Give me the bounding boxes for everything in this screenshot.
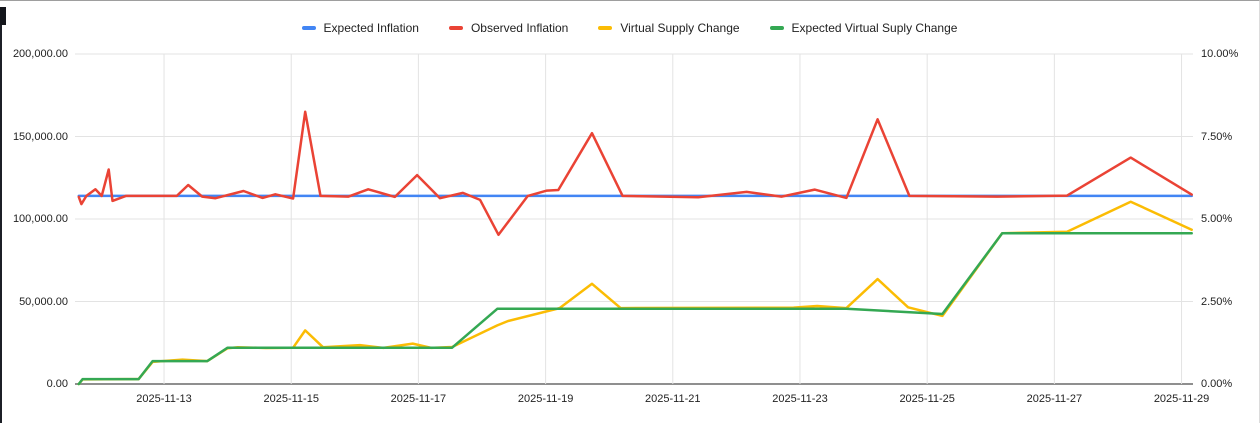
y-axis-right-tick-label: 5.00% xyxy=(1201,213,1233,225)
x-axis-tick-label: 2025-11-13 xyxy=(136,393,192,405)
legend-item-label: Expected Inflation xyxy=(323,21,419,35)
legend-item-label: Observed Inflation xyxy=(470,21,569,35)
legend-item-virtual-supply-change[interactable]: Virtual Supply Change xyxy=(598,21,740,35)
legend-item-label: Virtual Supply Change xyxy=(620,21,740,35)
y-axis-left-tick-label: 100,000.00 xyxy=(12,213,68,225)
y-axis-right-tick-label: 7.50% xyxy=(1201,130,1233,143)
series-line-expected-virtual-suply-change[interactable] xyxy=(77,231,1193,386)
x-axis-tick-label: 2025-11-29 xyxy=(1153,393,1210,405)
legend-item-observed-inflation[interactable]: Observed Inflation xyxy=(448,21,569,35)
x-axis-tick-label: 2025-11-15 xyxy=(263,393,319,405)
legend-item-expected-inflation[interactable]: Expected Inflation xyxy=(301,21,419,35)
legend-swatch-icon xyxy=(769,26,784,30)
y-axis-right-tick-label: 0.00% xyxy=(1201,378,1233,390)
legend: Expected Inflation Observed Inflation Virt… xyxy=(0,21,1259,35)
y-axis-left-tick-label: 200,000.00 xyxy=(12,48,68,60)
x-axis-tick-label: 2025-11-25 xyxy=(899,393,955,405)
x-axis-tick-label: 2025-11-23 xyxy=(772,393,828,405)
y-axis-left-tick-label: 0.00 xyxy=(46,378,68,390)
series-line-virtual-supply-change[interactable] xyxy=(77,200,1193,386)
legend-swatch-icon xyxy=(598,26,613,30)
x-axis-tick-label: 2025-11-21 xyxy=(645,393,701,405)
x-axis-tick-label: 2025-11-17 xyxy=(390,393,447,405)
x-axis-tick-label: 2025-11-19 xyxy=(517,393,574,405)
legend-swatch-icon xyxy=(448,26,463,30)
y-axis-right-tick-label: 10.00% xyxy=(1201,48,1239,60)
left-edge-strip xyxy=(0,7,2,423)
legend-swatch-icon xyxy=(301,26,316,30)
y-axis-right-tick-label: 2.50% xyxy=(1201,295,1233,308)
legend-item-expected-virtual-suply-change[interactable]: Expected Virtual Suply Change xyxy=(769,21,958,35)
series-line-observed-inflation[interactable] xyxy=(77,110,1193,237)
x-axis-tick-label: 2025-11-27 xyxy=(1026,393,1083,405)
y-axis-left-tick-label: 50,000.00 xyxy=(19,295,68,308)
legend-item-label: Expected Virtual Suply Change xyxy=(791,21,958,35)
y-axis-left-tick-label: 150,000.00 xyxy=(12,130,68,143)
left-scrollbar-thumb[interactable] xyxy=(0,7,6,25)
